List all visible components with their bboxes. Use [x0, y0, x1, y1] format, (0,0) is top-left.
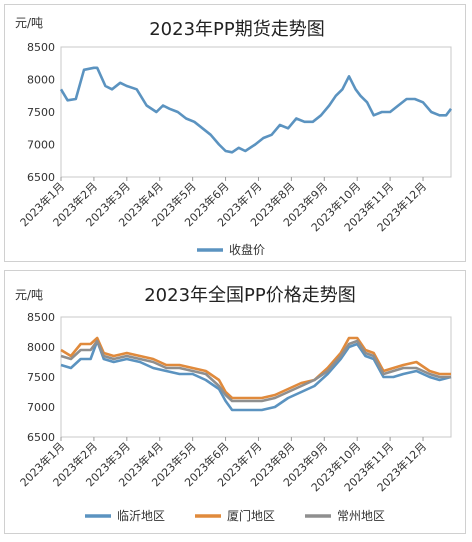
y-tick-label: 8500: [27, 311, 55, 324]
national-price-chart-panel: 2023年全国PP价格走势图 元/吨 6500 7000 7500 8000 8500 202…: [4, 270, 466, 534]
series-line-0: [60, 339, 452, 412]
y-tick-label: 6500: [27, 431, 55, 444]
national-price-chart: 2023年全国PP价格走势图元/吨65007000750080008500202…: [15, 285, 452, 523]
futures-chart: 2023年PP期货走势图元/吨650070007500800085002023年…: [15, 16, 453, 257]
series-line-1: [60, 336, 451, 400]
legend-label: 厦门地区: [227, 508, 275, 523]
y-tick-label: 8000: [27, 74, 55, 87]
y-tick-label: 8500: [27, 41, 55, 54]
series-line-0: [59, 66, 453, 154]
y-tick-label: 7000: [27, 401, 55, 414]
futures-chart-panel: 2023年PP期货走势图 元/吨 6500 7000 7500 8000 8500 2023年…: [4, 4, 466, 262]
chart-title: 2023年PP期货走势图: [149, 19, 325, 40]
y-tick-label: 7500: [27, 106, 55, 119]
y-tick-label: 6500: [27, 171, 55, 184]
legend-label: 临沂地区: [117, 509, 165, 523]
series-line-2: [60, 339, 451, 403]
y-tick-label: 7500: [27, 371, 55, 384]
unit-label: 元/吨: [15, 16, 43, 30]
y-tick-label: 8000: [27, 341, 55, 354]
legend-label: 收盘价: [229, 242, 265, 257]
unit-label: 元/吨: [15, 288, 43, 302]
y-tick-label: 7000: [27, 139, 55, 152]
chart-title: 2023年全国PP价格走势图: [144, 285, 356, 306]
legend-label: 常州地区: [337, 509, 385, 523]
plot-area: [60, 46, 452, 178]
